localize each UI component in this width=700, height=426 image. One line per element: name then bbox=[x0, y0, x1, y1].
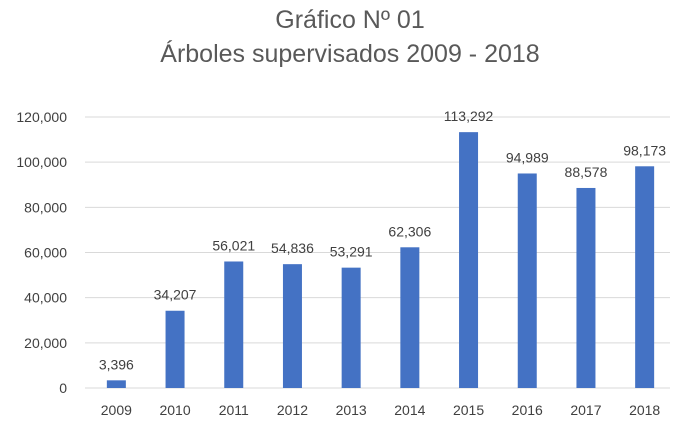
data-label: 88,578 bbox=[565, 164, 608, 180]
bar bbox=[341, 267, 361, 388]
x-axis-ticks: 2009 2010 2011 2012 2013 2014 2015 2016 2017 2018 bbox=[101, 402, 661, 418]
data-label: 98,173 bbox=[623, 142, 666, 158]
data-label: 94,989 bbox=[506, 149, 549, 165]
data-label: 56,021 bbox=[212, 237, 255, 253]
x-tick-label: 2013 bbox=[336, 402, 367, 418]
chart-subtitle: Árboles supervisados 2009 - 2018 bbox=[160, 40, 540, 68]
y-tick-label: 100,000 bbox=[16, 154, 67, 170]
x-tick-label: 2015 bbox=[453, 402, 484, 418]
x-tick-label: 2009 bbox=[101, 402, 132, 418]
bar bbox=[282, 264, 302, 388]
bar bbox=[459, 132, 479, 388]
y-tick-label: 20,000 bbox=[24, 335, 67, 351]
x-tick-label: 2011 bbox=[219, 402, 249, 418]
data-labels: 3,396 34,207 56,021 54,836 53,291 62,306 113,2… bbox=[99, 108, 666, 372]
x-tick-label: 2017 bbox=[570, 402, 601, 418]
data-label: 53,291 bbox=[330, 244, 373, 260]
x-tick-label: 2010 bbox=[159, 402, 190, 418]
data-label: 54,836 bbox=[271, 240, 314, 256]
x-tick-label: 2016 bbox=[512, 402, 543, 418]
y-axis-ticks: 0 20,000 40,000 60,000 80,000 100,000 120,000 bbox=[16, 109, 67, 396]
bar bbox=[106, 380, 126, 388]
data-label: 34,207 bbox=[154, 287, 197, 303]
bar bbox=[224, 261, 244, 388]
y-tick-label: 80,000 bbox=[24, 199, 67, 215]
y-tick-label: 120,000 bbox=[16, 109, 67, 125]
x-tick-label: 2018 bbox=[629, 402, 660, 418]
y-tick-label: 60,000 bbox=[24, 245, 67, 261]
data-label: 3,396 bbox=[99, 356, 134, 372]
x-tick-label: 2012 bbox=[277, 402, 308, 418]
data-label: 113,292 bbox=[444, 108, 494, 124]
x-tick-label: 2014 bbox=[394, 402, 425, 418]
y-tick-label: 40,000 bbox=[24, 290, 67, 306]
data-label: 62,306 bbox=[388, 223, 431, 239]
bar bbox=[400, 247, 420, 388]
y-tick-label: 0 bbox=[59, 380, 67, 396]
bar bbox=[517, 173, 537, 388]
bars bbox=[106, 132, 655, 388]
bar bbox=[635, 166, 655, 388]
chart-title: Gráfico Nº 01 bbox=[275, 6, 425, 34]
bar bbox=[165, 310, 185, 388]
bar bbox=[576, 187, 596, 388]
